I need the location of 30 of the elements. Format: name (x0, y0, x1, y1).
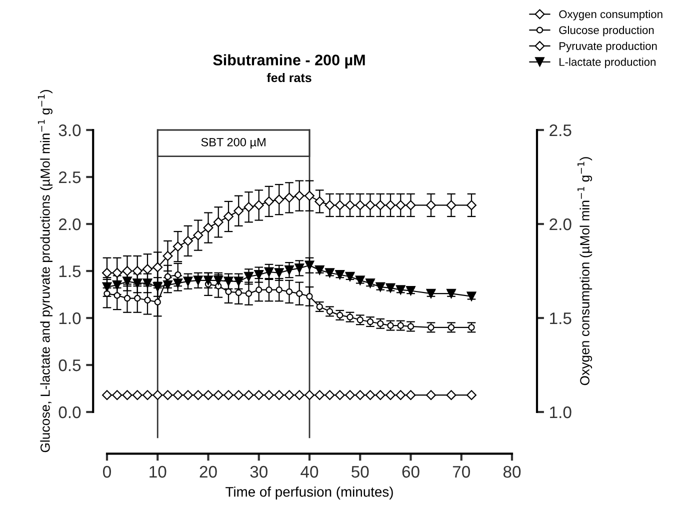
y2-tick-label: 2.0 (550, 218, 572, 230)
y2-tick-label: 1.5 (550, 312, 572, 324)
y-tick-label: 2.0 (58, 218, 81, 230)
y2-tick-label: 2.5 (550, 124, 572, 136)
x-tick-label: 80 (503, 466, 521, 478)
y-tick-label: 2.5 (58, 171, 81, 184)
x-tick-label: 70 (452, 466, 470, 478)
y2-axis-title: Oxygen consumption (µMol min$^{−1}$ g$^{−1}$) (578, 157, 592, 386)
x-axis-title: Time of perfusion (minutes) (226, 486, 393, 500)
x-tick-label: 10 (150, 466, 166, 478)
x-tick-label: 40 (300, 466, 318, 478)
chart-subtitle: fed rats (266, 73, 312, 82)
legend-label: Oxygen consumption (559, 10, 662, 20)
x-tick-label: 50 (352, 466, 369, 478)
x-tick-label: 0 (103, 466, 111, 478)
y2-tick-label: 1.0 (550, 406, 572, 418)
y-tick-label: 0.5 (58, 359, 81, 372)
y-tick-label: 1.5 (59, 266, 81, 278)
x-tick-label: 20 (200, 466, 217, 478)
x-tick-label: 60 (402, 466, 420, 478)
y-axis-title: Glucose, L-lactate and pyruvate productions (µMol min$^{−1}$ g$^{−1}$) (38, 90, 52, 452)
annotation: SBT 200 µM (201, 138, 266, 149)
chart-title: Sibutramine - 200 µM (213, 54, 365, 68)
legend-label: Pyruvate production (560, 42, 657, 52)
y-tick-label: 3.0 (58, 124, 81, 136)
legend-label: Glucose production (559, 26, 654, 36)
y-tick-label: 1.0 (59, 312, 81, 324)
legend-label: L-lactate production (560, 58, 656, 68)
y-tick-label: 0.0 (58, 406, 81, 418)
x-tick-label: 30 (250, 466, 268, 478)
